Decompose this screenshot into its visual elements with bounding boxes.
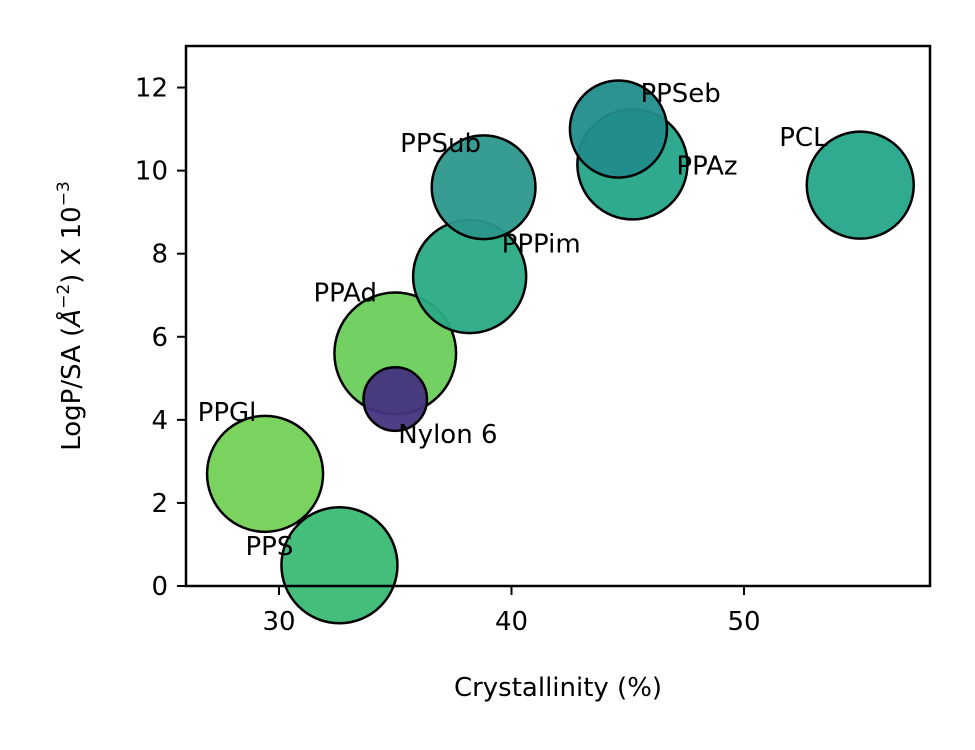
data-point <box>568 79 669 179</box>
labels-layer: PPGl PPS PPAd Nylon 6 PPPim PPSub PPAz PPSeb PCL <box>198 79 828 562</box>
points-layer <box>205 79 915 625</box>
data-point-label: PPSeb <box>640 79 720 109</box>
data-point <box>805 130 915 240</box>
data-point-label: PPGl <box>198 398 257 428</box>
y-tick-label: 6 <box>151 323 168 353</box>
y-tick-label: 2 <box>151 489 168 519</box>
x-tick-label: 40 <box>495 607 528 637</box>
data-point <box>430 134 537 241</box>
data-point <box>280 505 399 625</box>
y-axis-title-unit-exp: −2 <box>54 284 74 309</box>
y-tick-label: 4 <box>151 406 168 436</box>
data-point-label: PPAd <box>313 278 377 308</box>
data-point-label: PPSub <box>400 129 481 159</box>
y-axis: 0 2 4 6 8 10 12 <box>135 74 186 602</box>
data-point-label: Nylon 6 <box>398 420 497 450</box>
y-tick-label: 12 <box>135 74 168 104</box>
plot-frame <box>184 44 932 588</box>
x-axis-title: Crystallinity (%) <box>454 673 662 703</box>
y-tick-label: 0 <box>151 572 168 602</box>
data-point <box>205 414 325 534</box>
data-point-label: PPPim <box>502 230 581 260</box>
y-axis-title-main: LogP/SA ( <box>57 327 87 451</box>
data-point-label: PCL <box>779 123 828 153</box>
data-point-label: PPS <box>246 532 294 562</box>
data-point <box>362 366 429 433</box>
y-tick-label: 8 <box>151 240 168 270</box>
y-axis-title-exp: −3 <box>54 181 74 206</box>
y-axis-title-unit: Å <box>55 309 87 329</box>
x-tick-label: 30 <box>262 607 295 637</box>
data-point-label: PPAz <box>676 151 737 181</box>
y-axis-title-tail: ) X 10 <box>57 206 87 284</box>
y-tick-label: 10 <box>135 157 168 187</box>
y-axis-title: LogP/SA (Å−2) X 10−3 <box>54 181 87 451</box>
x-axis: 30 40 50 <box>262 586 761 637</box>
x-tick-label: 50 <box>727 607 760 637</box>
